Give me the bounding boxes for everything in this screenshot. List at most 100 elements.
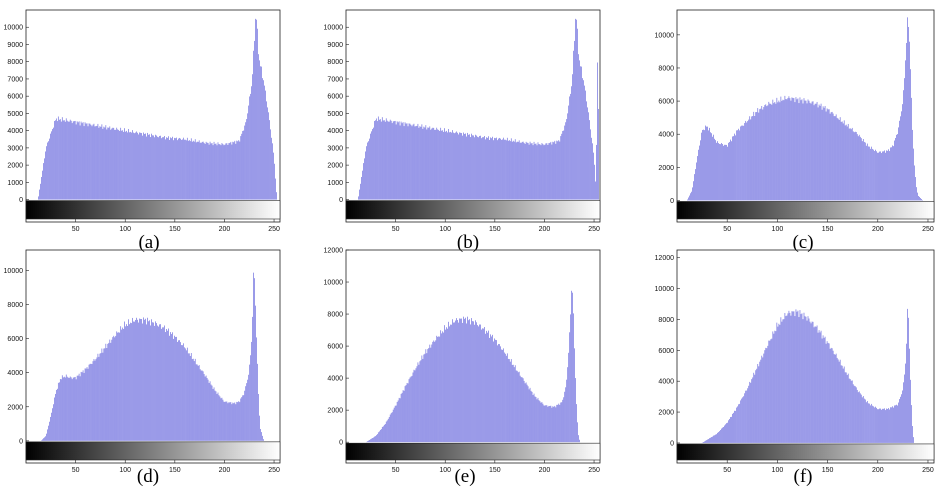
histogram-bar (489, 139, 490, 200)
histogram-bar (485, 333, 486, 443)
histogram-bar (531, 143, 533, 200)
histogram-bar (814, 326, 816, 443)
histogram-bar (793, 98, 795, 201)
histogram-bar (408, 123, 410, 200)
histogram-bar (139, 318, 140, 441)
histogram-bar (779, 102, 781, 201)
histogram-bar (404, 122, 406, 200)
histogram-bar (375, 120, 376, 200)
histogram-bar (43, 438, 44, 441)
histogram-bar (827, 109, 829, 201)
histogram-bar (692, 187, 693, 201)
histogram-bar (108, 127, 110, 200)
histogram-bar (872, 149, 874, 201)
histogram-bar (200, 370, 202, 441)
histogram-bar (435, 129, 437, 200)
histogram-bar (752, 116, 754, 201)
histogram-bar (408, 379, 410, 443)
histogram-bar (61, 375, 63, 441)
histogram-bar (372, 129, 373, 200)
histogram-bar (804, 100, 806, 201)
histogram-bar (732, 136, 733, 201)
histogram-bar (448, 321, 449, 443)
histogram-bar (444, 325, 445, 443)
histogram-bar (586, 101, 587, 200)
histogram-bar (494, 338, 495, 443)
histogram-bar (761, 106, 763, 201)
histogram-bar (423, 354, 425, 443)
histogram-bar (262, 435, 263, 441)
histogram-bar (80, 121, 82, 200)
histogram-bar (218, 395, 220, 441)
histogram-bar (460, 318, 461, 443)
histogram-bar (136, 317, 137, 441)
histogram-bar (704, 441, 705, 443)
histogram-bar (811, 101, 813, 201)
histogram-bar (199, 142, 201, 200)
histogram-bar (520, 142, 522, 200)
histogram-bar (838, 119, 840, 201)
histogram-bar (49, 421, 50, 441)
histogram-bar (119, 332, 121, 441)
histogram-bar (538, 144, 540, 200)
histogram-bar (908, 317, 909, 443)
x-tick-label: 200 (219, 226, 231, 233)
histogram-bar (491, 138, 492, 200)
histogram-bar (818, 330, 820, 443)
y-tick-label: 8000 (327, 59, 343, 66)
histogram-bar (99, 353, 101, 441)
histogram-bar (270, 129, 271, 200)
histogram-bar (249, 364, 251, 441)
y-tick-label: 4000 (7, 128, 23, 135)
histogram-bar (135, 319, 136, 441)
histogram-bar (583, 80, 584, 200)
histogram-bar (752, 377, 754, 443)
histogram-bar (364, 158, 365, 200)
histogram-bar (119, 131, 121, 200)
histogram-bar (85, 123, 87, 200)
histogram-bar (369, 439, 370, 443)
histogram-bar (81, 372, 83, 441)
histogram-bar (842, 368, 844, 443)
histogram-bar (784, 312, 786, 443)
histogram-bar (92, 124, 94, 200)
histogram-bar (74, 376, 76, 441)
histogram-bar (165, 332, 166, 441)
histogram-bar (211, 143, 213, 200)
histogram-bar (875, 149, 876, 201)
histogram-bar (805, 100, 807, 201)
histogram-bar (854, 386, 856, 443)
histogram-bar (165, 139, 166, 200)
histogram-bar (539, 401, 541, 443)
histogram-bar (881, 409, 882, 443)
histogram-bar (577, 28, 578, 200)
histogram-bar (106, 348, 108, 441)
histogram-bar (468, 134, 469, 200)
histogram-bar (217, 142, 219, 200)
histogram-bar (518, 371, 520, 443)
histogram-bar (556, 140, 558, 200)
histogram-bar (171, 138, 172, 200)
histogram-bar (475, 134, 476, 200)
histogram-bar (149, 134, 150, 200)
histogram-bar (572, 292, 573, 443)
y-tick-label: 10000 (4, 25, 24, 32)
histogram-bar (547, 145, 549, 200)
histogram-bar (422, 128, 424, 200)
histogram-bar (747, 121, 749, 201)
histogram-bar (887, 408, 888, 443)
histogram-bar (451, 132, 452, 200)
y-tick-label: 0 (19, 438, 23, 445)
histogram-bar (916, 187, 917, 201)
histogram-bar (873, 151, 875, 201)
histogram-bar (708, 130, 709, 201)
histogram-bar (238, 401, 240, 441)
histogram-bar (817, 107, 819, 201)
histogram-bar (718, 432, 719, 443)
histogram-bar (824, 105, 826, 201)
histogram-bar (93, 359, 95, 441)
histogram-bar (569, 96, 571, 200)
histogram-bar (51, 412, 52, 441)
histogram-bar (260, 428, 261, 441)
histogram-bar (55, 120, 56, 200)
